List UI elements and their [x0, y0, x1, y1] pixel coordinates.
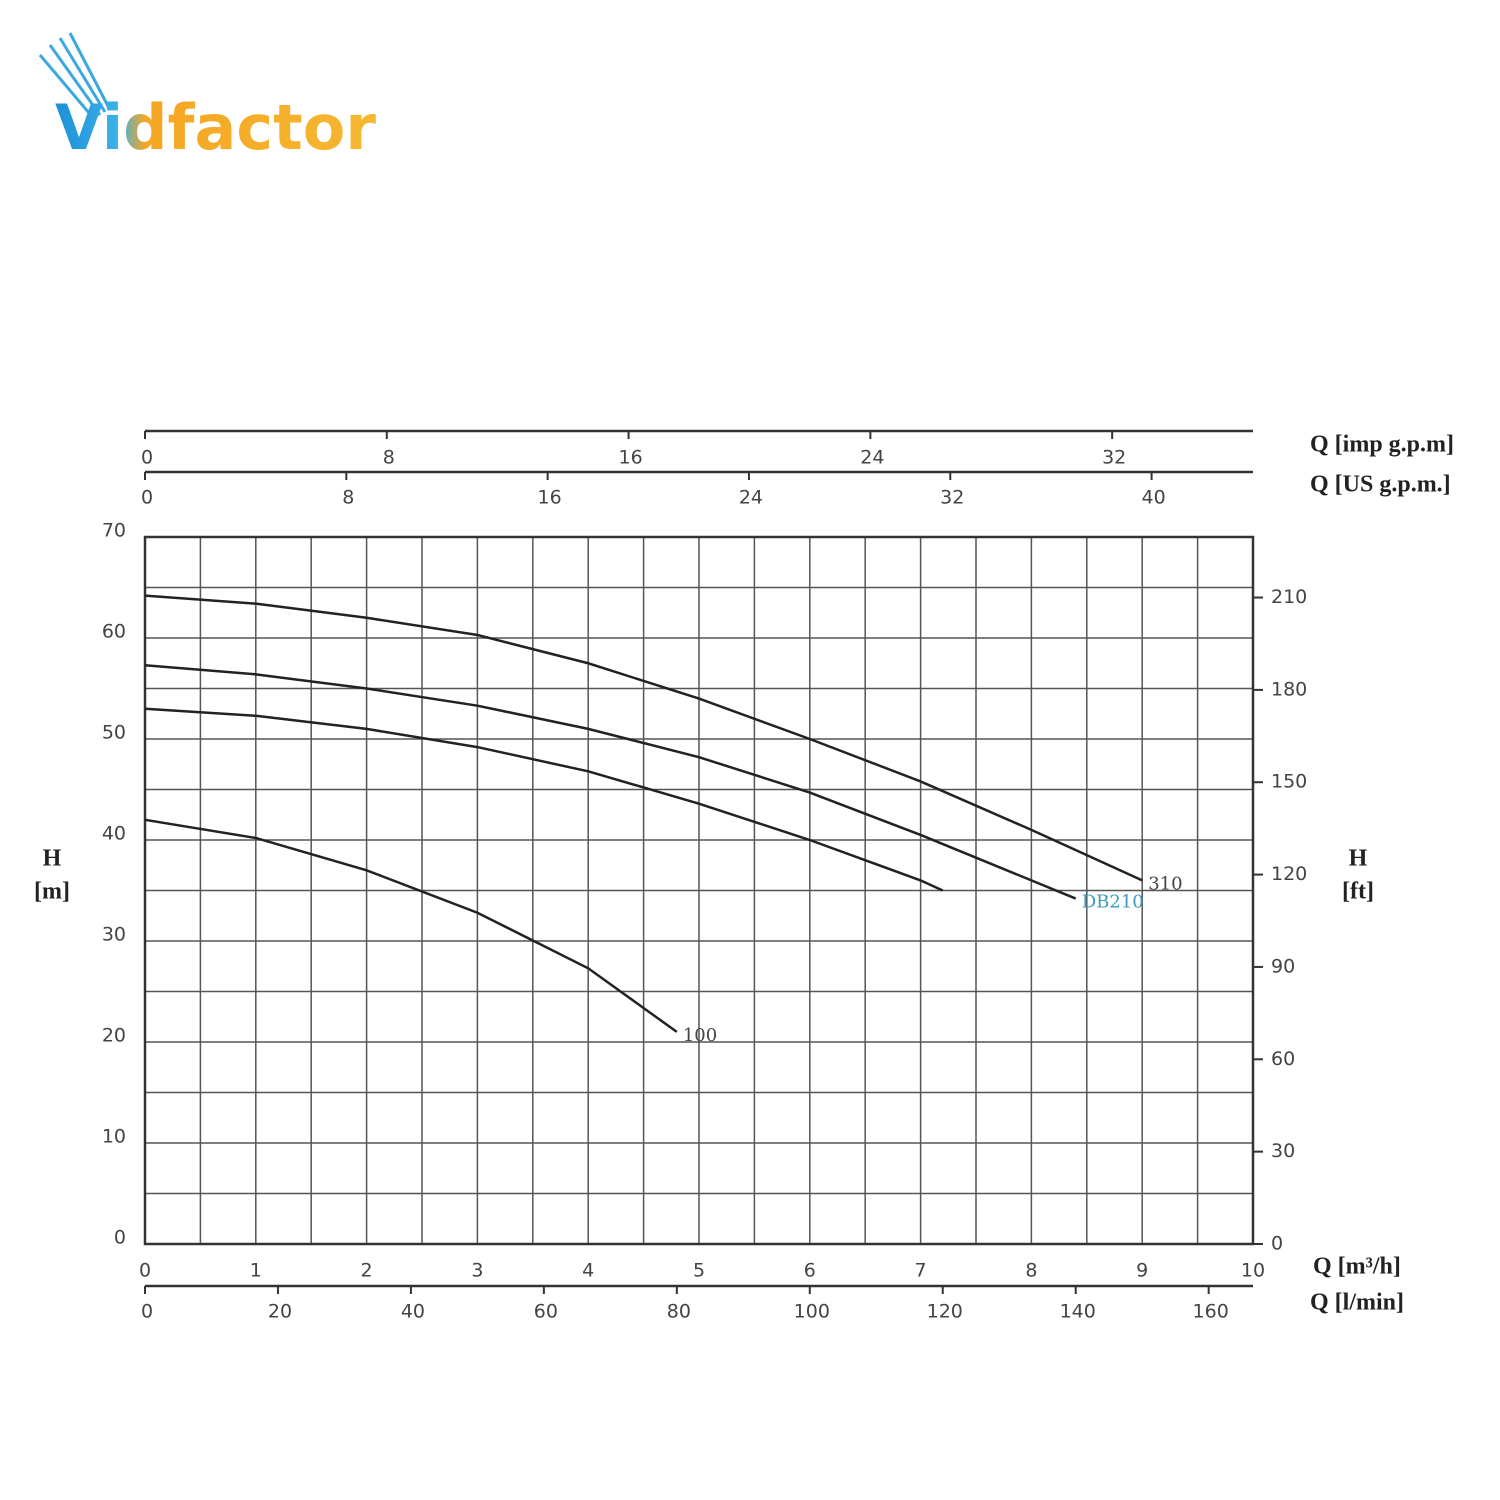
x-tick-label: 3 — [471, 1260, 483, 1282]
tick-label: 20 — [268, 1301, 292, 1323]
x-tick-label: 5 — [693, 1260, 705, 1282]
y-tick-label: 60 — [102, 621, 126, 643]
tick-label: 32 — [940, 487, 964, 509]
tick-label: 120 — [927, 1301, 963, 1323]
y-tick-label: 50 — [102, 722, 126, 744]
tick-label: 0 — [141, 1301, 153, 1323]
y2-tick-label: 0 — [1271, 1233, 1283, 1255]
x-axis-title: Q [m³/h] — [1313, 1254, 1401, 1280]
x-tick-label: 9 — [1136, 1260, 1148, 1282]
curve — [144, 594, 1143, 882]
tick-label: 100 — [794, 1301, 830, 1323]
x-tick-label: 0 — [139, 1260, 151, 1282]
axis-title: Q [l/min] — [1310, 1290, 1404, 1316]
y-tick-label: 0 — [114, 1227, 126, 1249]
curve-label: DB210 — [1082, 892, 1144, 913]
tick-label: 160 — [1193, 1301, 1229, 1323]
tick-label: 80 — [667, 1301, 691, 1323]
tick-label: 60 — [534, 1301, 558, 1323]
tick-label: 40 — [1141, 487, 1165, 509]
curve — [144, 707, 944, 892]
y-tick-label: 70 — [102, 520, 126, 542]
logo: Vidfactor — [55, 91, 376, 164]
y-tick-label: 40 — [102, 823, 126, 845]
y-tick-label: 10 — [102, 1126, 126, 1148]
tick-label: 24 — [739, 487, 763, 509]
x-tick-label: 4 — [582, 1260, 594, 1282]
y-tick-label: 20 — [102, 1025, 126, 1047]
y2-axis-title: [ft] — [1342, 879, 1374, 905]
axis-title: Q [imp g.p.m] — [1310, 432, 1454, 458]
axis-title: Q [US g.p.m.] — [1310, 472, 1451, 498]
plot-frame — [143, 535, 1255, 1246]
curve — [144, 664, 1077, 900]
tick-label: 8 — [383, 447, 395, 469]
tick-label: 40 — [401, 1301, 425, 1323]
x-tick-label: 8 — [1025, 1260, 1037, 1282]
x-tick-label: 7 — [915, 1260, 927, 1282]
curve-label: 100 — [683, 1025, 717, 1046]
y2-tick-label: 150 — [1271, 771, 1307, 793]
tick-label: 24 — [860, 447, 884, 469]
tick-label: 0 — [141, 447, 153, 469]
logo-rays — [38, 32, 112, 121]
y2-tick-label: 120 — [1271, 863, 1307, 885]
curve — [144, 818, 678, 1033]
y2-tick-label: 210 — [1271, 586, 1307, 608]
y-axis-title: [m] — [34, 879, 70, 905]
y-tick-label: 30 — [102, 924, 126, 946]
curve-label: 310 — [1148, 873, 1182, 894]
y2-tick-label: 90 — [1271, 955, 1295, 977]
tick-label: 16 — [538, 487, 562, 509]
tick-label: 140 — [1060, 1301, 1096, 1323]
x-tick-label: 10 — [1241, 1260, 1265, 1282]
y2-tick-label: 180 — [1271, 678, 1307, 700]
x-tick-label: 2 — [361, 1260, 373, 1282]
y2-tick-label: 60 — [1271, 1048, 1295, 1070]
tick-label: 16 — [618, 447, 642, 469]
tick-label: 32 — [1102, 447, 1126, 469]
tick-label: 8 — [342, 487, 354, 509]
y2-axis-title: H — [1349, 846, 1368, 872]
x-tick-label: 1 — [250, 1260, 262, 1282]
y2-tick-label: 30 — [1271, 1140, 1295, 1162]
x-tick-label: 6 — [804, 1260, 816, 1282]
y-axis-title: H — [43, 846, 62, 872]
tick-label: 0 — [141, 487, 153, 509]
